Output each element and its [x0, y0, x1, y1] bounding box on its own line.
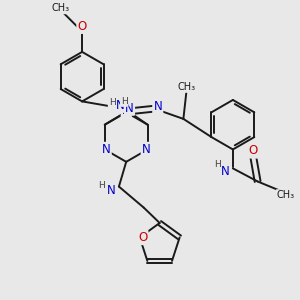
Text: CH₃: CH₃ — [51, 3, 69, 13]
Text: N: N — [102, 143, 111, 156]
Text: H: H — [214, 160, 221, 169]
Text: N: N — [116, 99, 124, 112]
Text: CH₃: CH₃ — [277, 190, 295, 200]
Text: CH₃: CH₃ — [177, 82, 195, 92]
Text: H: H — [98, 181, 105, 190]
Text: N: N — [153, 100, 162, 113]
Text: O: O — [138, 231, 147, 244]
Text: H: H — [121, 97, 128, 106]
Text: H: H — [109, 98, 116, 107]
Text: N: N — [142, 143, 151, 156]
Text: O: O — [77, 20, 87, 33]
Text: N: N — [221, 165, 230, 178]
Text: O: O — [249, 144, 258, 158]
Text: N: N — [125, 102, 134, 115]
Text: N: N — [106, 184, 115, 197]
Text: N: N — [122, 104, 130, 117]
